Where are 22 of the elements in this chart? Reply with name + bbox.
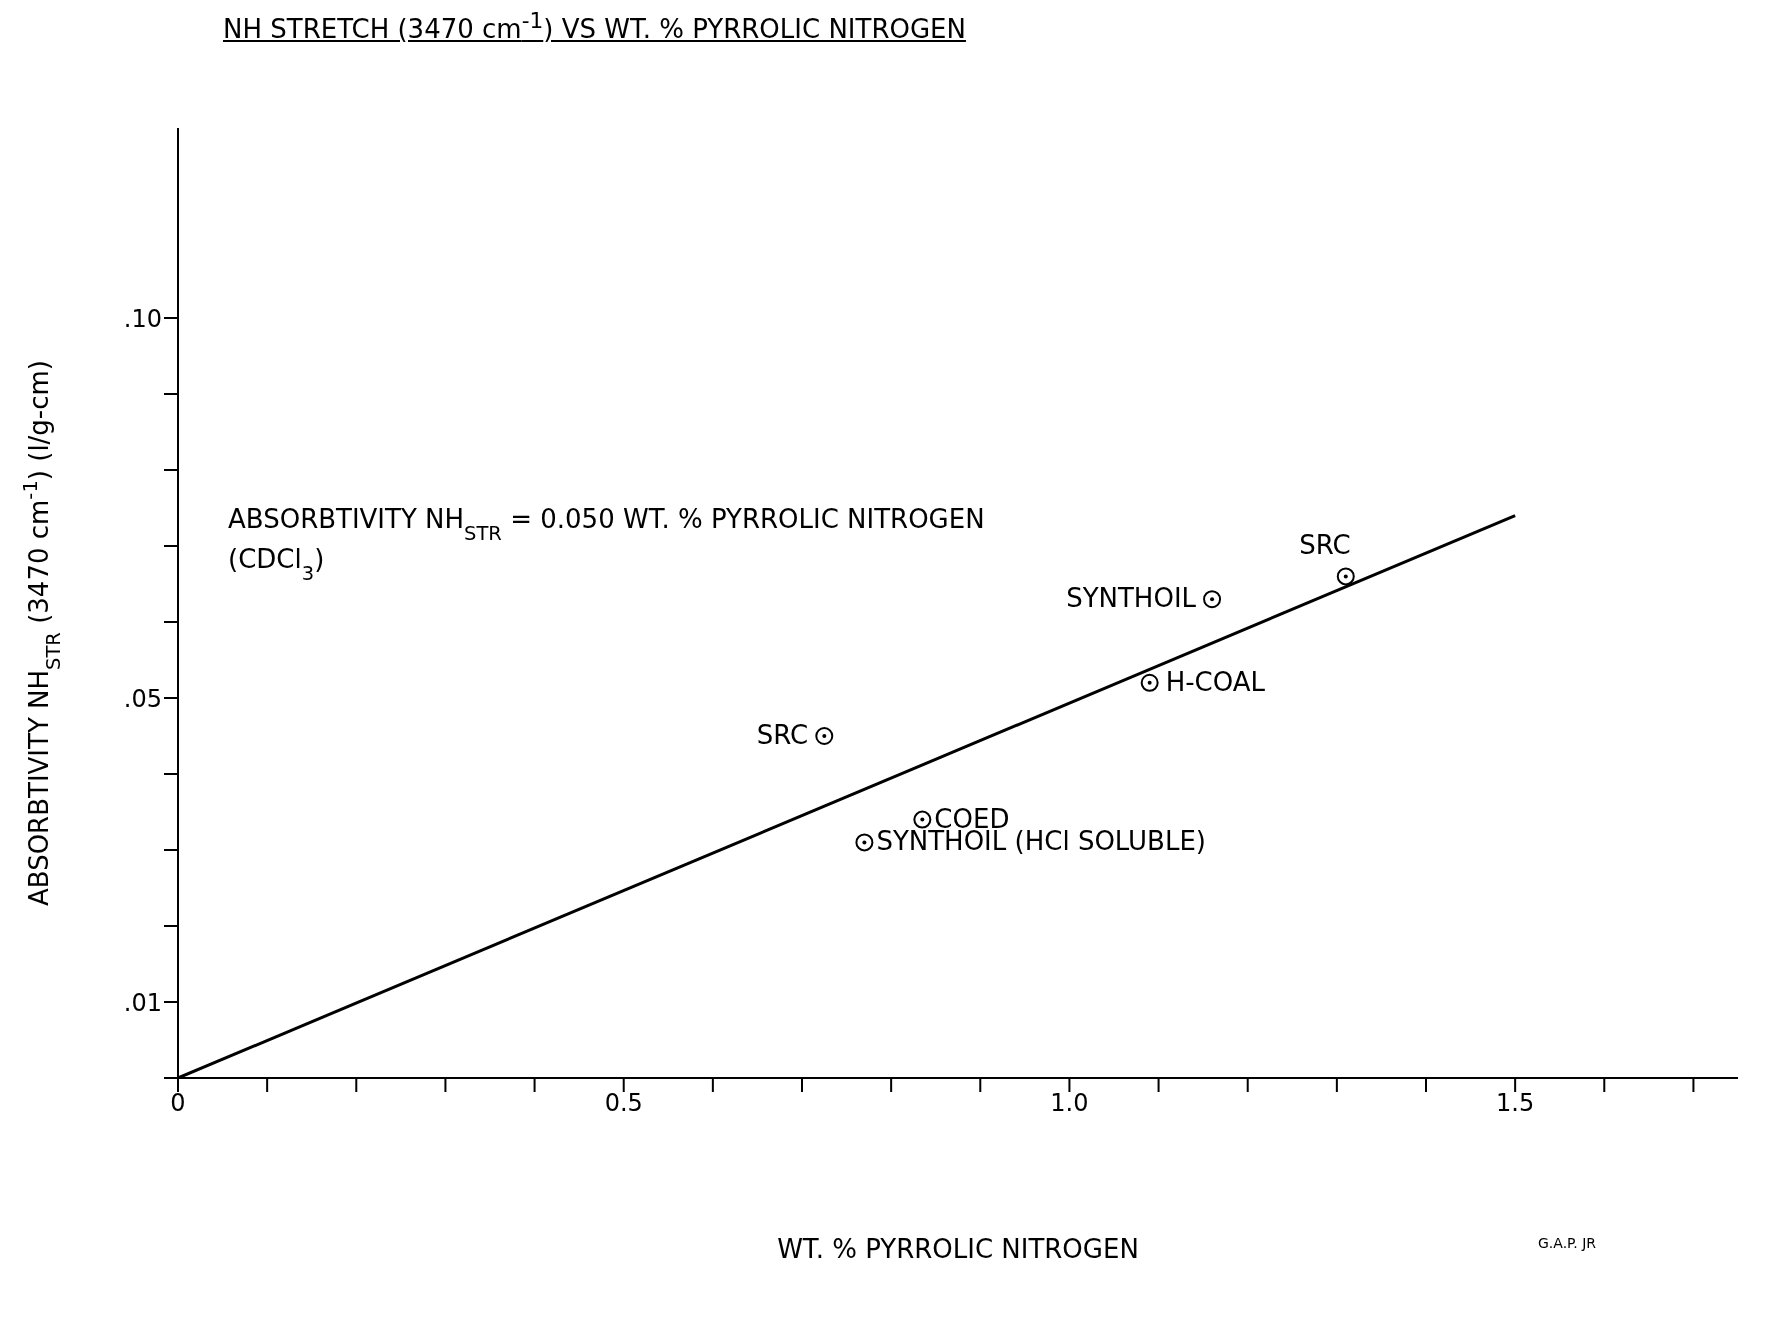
point (815, 727, 834, 745)
y-tick-label: .10 (123, 304, 162, 333)
annotation: SRC (1299, 530, 1351, 561)
text: G.A.P. JR (1538, 1235, 1597, 1251)
y-tick-label: .01 (123, 988, 162, 1017)
annotation: SYNTHOIL (1066, 583, 1197, 614)
annotation: (CDCl$_{3}$) (228, 544, 325, 585)
point (1140, 673, 1159, 692)
chart-title: NH STRETCH (3470 cm$^{-1}$) VS WT. % PYRROLIC NITROGEN (223, 8, 967, 46)
y-tick-label: .05 (123, 684, 162, 713)
x-tick-label: 0 (170, 1089, 186, 1118)
x-tick-label: 1.5 (1496, 1089, 1535, 1118)
x-tick-label: 1.0 (1050, 1089, 1089, 1118)
point (1336, 567, 1355, 586)
x-tick-label: 0.5 (604, 1089, 643, 1118)
x-axis-title: WT. % PYRROLIC NITROGEN (777, 1234, 1139, 1264)
annotation: SRC (756, 720, 809, 750)
annotation: H-COAL (1165, 666, 1266, 697)
point (913, 810, 932, 829)
point (1203, 590, 1222, 609)
point (855, 833, 874, 852)
annotation: ABSORBTIVITY NH$_{STR}$ = 0.050 WT. % PYRROLIC NITROGEN (228, 504, 985, 545)
